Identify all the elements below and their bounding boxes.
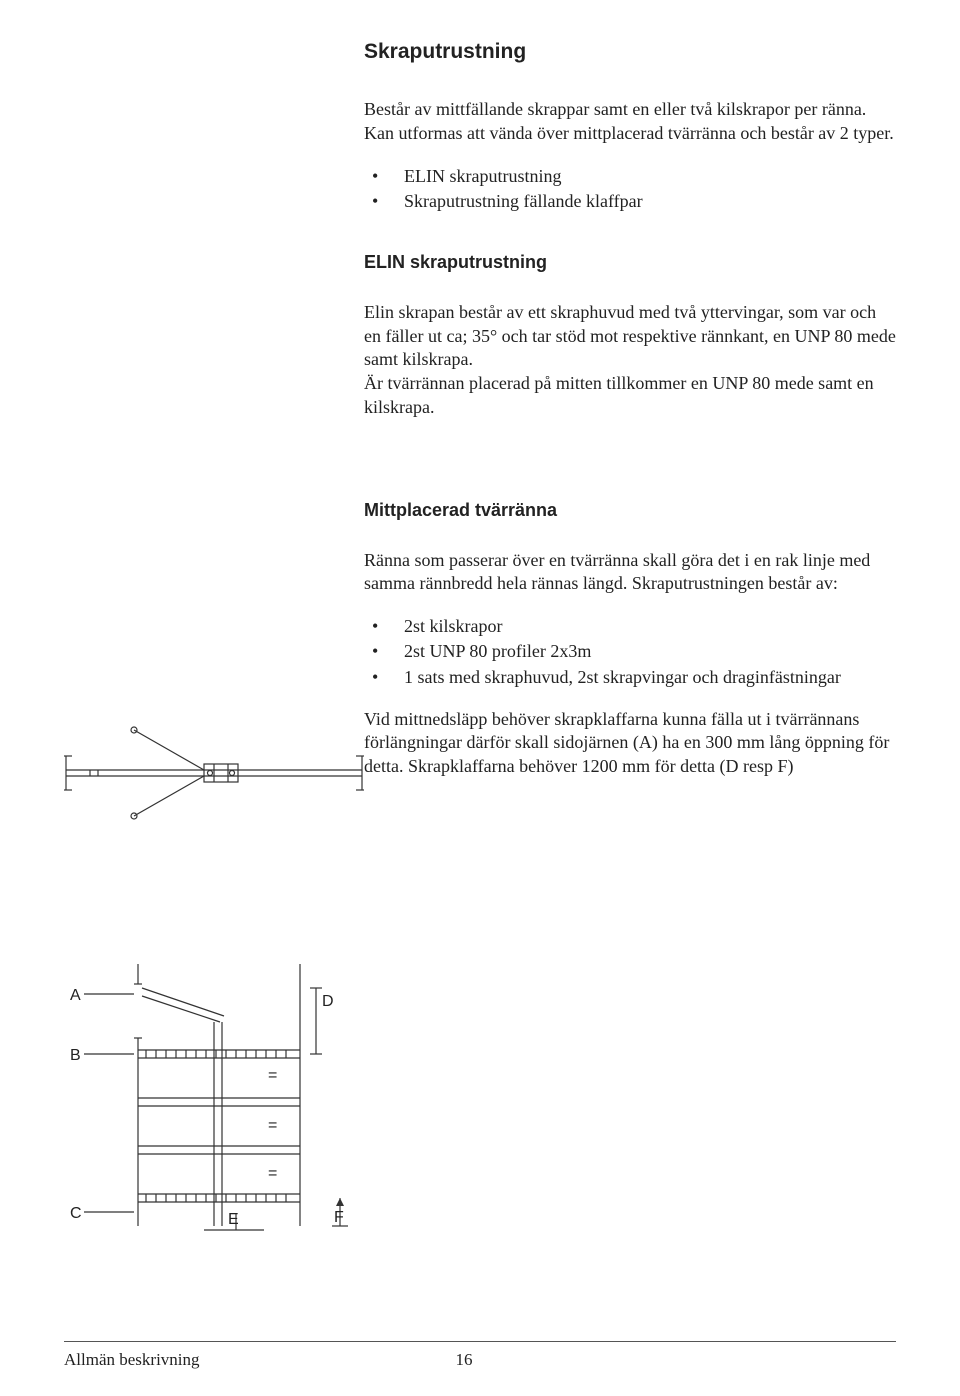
mitt-body-2: Vid mittnedsläpp behöver skrapklaffarna … — [364, 708, 896, 779]
figure2-label-e: E — [228, 1211, 239, 1228]
types-list: ELIN skraputrustning Skraputrustning fäl… — [364, 164, 896, 214]
mitt-list-item: 1 sats med skraphuvud, 2st skrapvingar o… — [364, 665, 896, 690]
mitt-heading: Mittplacerad tvärränna — [364, 500, 896, 521]
figure2-eq-3: = — [268, 1165, 277, 1182]
figure2-label-f: F — [334, 1209, 344, 1226]
mitt-list-item: 2st kilskrapor — [364, 614, 896, 639]
figure2-label-a: A — [70, 987, 81, 1004]
elin-heading: ELIN skraputrustning — [364, 252, 896, 273]
footer-page-number: 16 — [456, 1350, 473, 1370]
figure-scraper-topview — [64, 720, 364, 830]
footer-rule — [64, 1341, 896, 1342]
figure2-eq-1: = — [268, 1067, 277, 1084]
footer-section-name: Allmän beskrivning — [64, 1350, 200, 1370]
mitt-body-1: Ränna som passerar över en tvärränna ska… — [364, 549, 896, 597]
mitt-list-item: 2st UNP 80 profiler 2x3m — [364, 639, 896, 664]
mitt-list: 2st kilskrapor 2st UNP 80 profiler 2x3m … — [364, 614, 896, 690]
figure2-label-c: C — [70, 1205, 82, 1222]
figure2-label-b: B — [70, 1047, 81, 1064]
elin-body: Elin skrapan består av ett skraphuvud me… — [364, 301, 896, 420]
intro-paragraph: Består av mittfällande skrappar samt en … — [364, 98, 896, 146]
types-list-item: ELIN skraputrustning — [364, 164, 896, 189]
figure2-label-d: D — [322, 993, 334, 1010]
page-title: Skraputrustning — [364, 40, 896, 64]
figure-cross-channel: A B C D E F = = = — [64, 958, 374, 1238]
types-list-item: Skraputrustning fällande klaffpar — [364, 189, 896, 214]
figure2-eq-2: = — [268, 1117, 277, 1134]
